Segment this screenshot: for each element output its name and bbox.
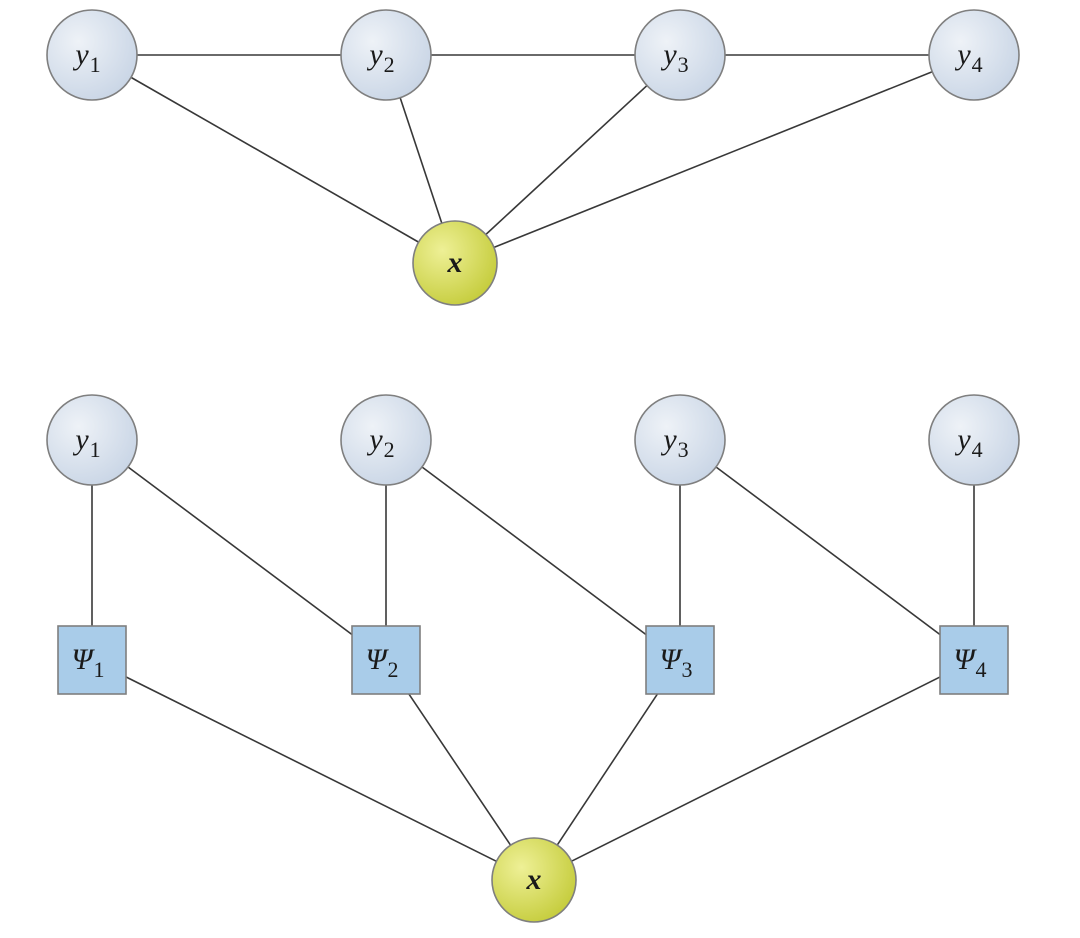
edge: [400, 98, 442, 223]
edge: [494, 72, 932, 248]
edge: [405, 688, 511, 845]
edge: [486, 86, 647, 235]
edge: [557, 688, 661, 845]
diagram-canvas: y1y2y3y4xy1y2y3y4Ψ1Ψ2Ψ3Ψ4x: [0, 0, 1080, 938]
graph-bottom-nodes: y1y2y3y4Ψ1Ψ2Ψ3Ψ4x: [47, 395, 1019, 922]
edge: [122, 675, 496, 861]
edge: [716, 467, 947, 640]
edge: [128, 467, 359, 640]
graph-bottom-edges: [92, 467, 974, 861]
edge: [422, 467, 653, 640]
edge: [131, 77, 419, 242]
node-label: x: [526, 863, 542, 896]
graph-top-edges: [131, 55, 932, 247]
node-label: x: [447, 246, 463, 279]
edge: [572, 675, 944, 861]
